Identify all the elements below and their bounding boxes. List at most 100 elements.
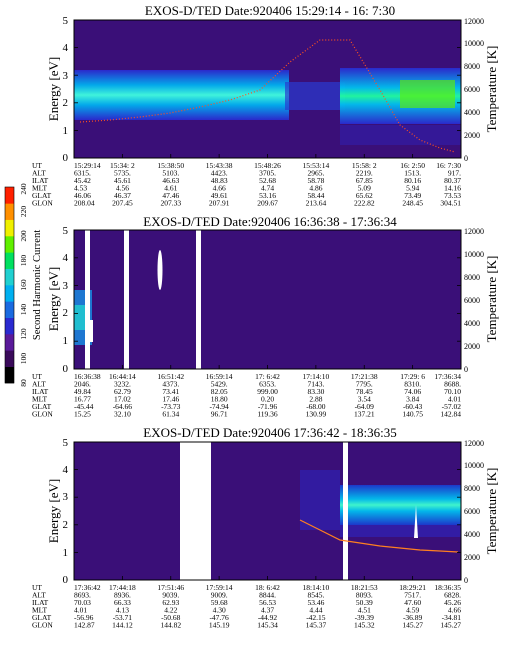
panel-2: EXOS-D/TED Date:920406 16:36:38 - 17:36:…: [32, 214, 499, 419]
panel-3-orbit-value: 4.13: [116, 606, 129, 615]
panel-1-orbit-value: 207.91: [209, 199, 230, 208]
panel-1-orbit-value: 15:34: 2: [110, 161, 135, 170]
panel-2-plot: [74, 230, 461, 369]
panel-3-orbit-value: -42.15: [306, 613, 326, 622]
panel-2-orbit-value: 16:59:14: [206, 372, 233, 381]
panel-1-orbit-value: 5.94: [406, 184, 419, 193]
colorbar-swatch: [5, 219, 14, 237]
colorbar-swatch: [5, 268, 14, 286]
panel-3-orbit-value: 18:29:21: [399, 583, 426, 592]
panel-2-gap-small: [90, 320, 93, 342]
panel-2-row-label-glon: GLON: [32, 410, 53, 419]
panel-3-row-label-ut: UT: [32, 583, 42, 592]
panel-2-orbit-table: UT ALT ILAT MLT GLAT GLON: [32, 372, 53, 419]
panel-3-orbit-value: -36.89: [403, 613, 423, 622]
panel-3-orbit-value: 8844.: [259, 591, 276, 600]
panel-3-y2tick-6: 12000: [464, 439, 484, 448]
panel-3-orbit-table: UT ALT ILAT MLT GLAT GLON: [32, 583, 53, 630]
panel-1-row-label-glon: GLON: [32, 199, 53, 208]
panel-2-orbit-value: 17.46: [162, 395, 179, 404]
panel-2-y2tick-4: 8000: [464, 273, 480, 282]
panel-1-orbit-value: 6315.: [74, 169, 91, 178]
panel-3-orbit-value: 4.37: [261, 606, 274, 615]
panel-2-orbit-value: 17:36:34: [434, 372, 461, 381]
panel-3-gap-1: [180, 442, 211, 580]
panel-2-orbit-value: 999.00: [257, 387, 278, 396]
panel-2-orbit-value: 17.02: [114, 395, 131, 404]
colorbar-tick-200: 200: [19, 230, 28, 242]
panel-3-spike: [414, 505, 418, 538]
panel-1-orbit-value: 58.44: [307, 191, 324, 200]
panel-2-orbit-value: 17:21:38: [351, 372, 378, 381]
panel-2-orbit-value: -64.09: [355, 402, 375, 411]
panel-3-ytick-5: 5: [63, 437, 69, 449]
panel-1-y2tick-1: 2000: [464, 131, 480, 140]
panel-2-orbit-value: 82.05: [211, 387, 228, 396]
panel-3-orbit-value: 18:14:10: [303, 583, 330, 592]
panel-1-orbit-value: 49.61: [211, 191, 228, 200]
panel-3-gap-2: [343, 442, 348, 580]
panel-3-title: EXOS-D/TED Date:920406 17:36:42 - 18:36:…: [143, 425, 396, 440]
panel-2-orbit-value: -71.96: [258, 402, 278, 411]
panel-2-orbit-value: 17:14:10: [303, 372, 330, 381]
panel-3-orbit-value: 9009.: [211, 591, 228, 600]
panel-2-row-label-ilat: ILAT: [32, 387, 49, 396]
panel-2-orbit-value: 140.75: [402, 410, 423, 419]
panel-2-orbit-value: 16.77: [74, 395, 91, 404]
colorbar-tick-100: 100: [19, 353, 28, 365]
panel-2-orbit-value: 6353.: [259, 380, 276, 389]
panel-1-orbit-value: 46.63: [162, 176, 179, 185]
panel-3-ylabel-right: Temperature [K]: [484, 468, 499, 555]
panel-3-orbit-value: 59.68: [211, 598, 228, 607]
panel-3-orbit-value: -39.39: [355, 613, 375, 622]
panel-1-orbit-value: 73.53: [444, 191, 461, 200]
panel-1-orbit-value: 73.49: [404, 191, 421, 200]
panel-1-orbit-value: 222.82: [354, 199, 375, 208]
panel-2-ylabel-right: Temperature [K]: [484, 256, 499, 343]
panel-1-ytick-2: 2: [63, 97, 69, 109]
panel-2-ytick-1: 1: [63, 335, 69, 347]
panel-1-orbit-value: 207.33: [160, 199, 181, 208]
panel-3-orbit-value: 50.39: [356, 598, 373, 607]
panel-1-hotspot: [400, 80, 455, 108]
panel-1-orbit-value: 2219.: [356, 169, 373, 178]
panel-2-orbit-value: 32.10: [114, 410, 131, 419]
panel-3-orbit-value: 144.82: [160, 621, 181, 630]
colorbar-swatch: [5, 334, 14, 351]
panel-1-ytick-0: 0: [63, 152, 69, 164]
colorbar-tick-120: 120: [19, 328, 28, 340]
panel-3-orbit-value: 6828.: [444, 591, 461, 600]
colorbar-label: Second Harmonic Current: [32, 230, 43, 340]
panel-2-left-ticks: 0 1 2 3 4 5: [63, 225, 69, 375]
panel-3-y2tick-3: 6000: [464, 507, 480, 516]
panel-2-band-core: [74, 305, 86, 330]
panel-3-orbit-value: 4.44: [309, 606, 322, 615]
colorbar-tick-220: 220: [19, 206, 28, 218]
panel-3-ylabel-left: Energy [eV]: [46, 479, 61, 543]
panel-3-band: [340, 485, 461, 525]
panel-2-orbit-value: 3232.: [114, 380, 131, 389]
panel-3-orbit-value: 145.27: [440, 621, 461, 630]
panel-2-y2tick-2: 4000: [464, 319, 480, 328]
panel-1-orbit-value: 46.37: [114, 191, 131, 200]
colorbar-swatch: [5, 301, 14, 318]
panel-2-orbit-value: 17:29: 6: [400, 372, 425, 381]
panel-2-row-label-alt: ALT: [32, 380, 46, 389]
panel-2-orbit-value: 62.79: [114, 387, 131, 396]
panel-3-row-label-glon: GLON: [32, 621, 53, 630]
panel-3-orbit-value: 8693.: [74, 591, 91, 600]
panel-3-orbit-value: 17:36:42: [74, 583, 101, 592]
colorbar-tick-240: 240: [19, 183, 28, 195]
panel-3-row-label-alt: ALT: [32, 591, 46, 600]
panel-3-orbit-value: 17:44:18: [109, 583, 136, 592]
panel-3-row-label-mlt: MLT: [32, 606, 48, 615]
panel-1-ytick-4: 4: [63, 42, 69, 54]
panel-1-orbit-value: 67.85: [356, 176, 373, 185]
panel-3-orbit-value: 8093.: [356, 591, 373, 600]
panel-2-orbit-value: 137.21: [354, 410, 375, 419]
panel-2-orbit-value: 16:36:38: [74, 372, 101, 381]
panel-3-orbit-value: 145.32: [354, 621, 375, 630]
panel-3-temperature-trace: [299, 519, 459, 553]
panel-3-orbit-value: 8936.: [114, 591, 131, 600]
panel-3-orbit-value: 4.59: [406, 606, 419, 615]
